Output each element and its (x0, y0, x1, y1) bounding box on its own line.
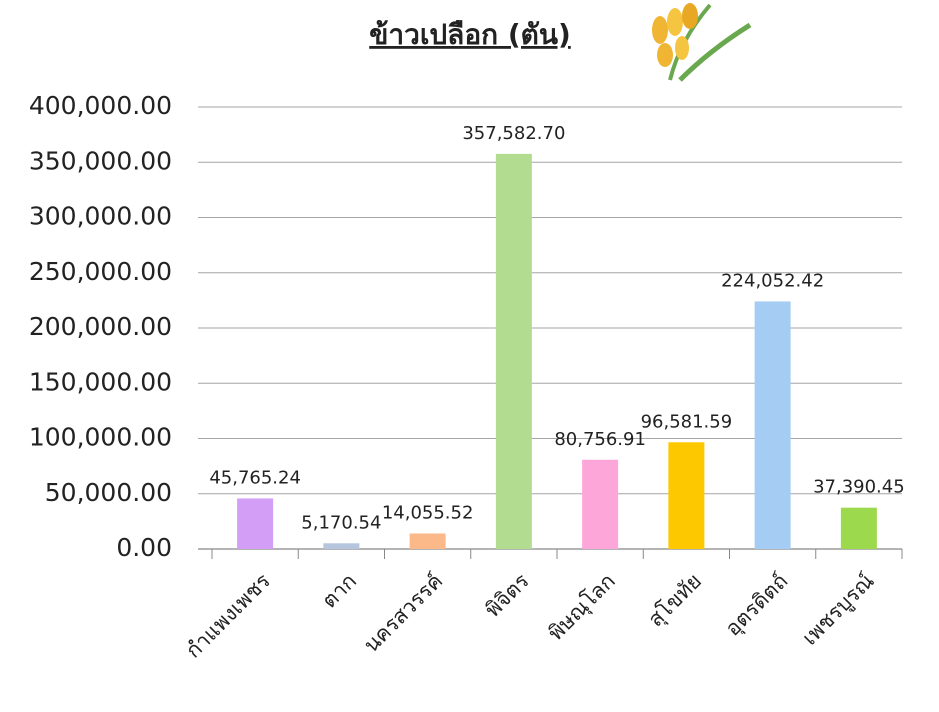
x-tick-label: ตาก (317, 569, 361, 613)
y-tick-label: 0.00 (116, 533, 172, 562)
x-tick-label: พิจิตร (481, 569, 534, 622)
y-tick-label: 50,000.00 (45, 478, 172, 507)
rice-icon (652, 3, 752, 82)
x-tick-label: กำแพงเพชร (181, 569, 275, 663)
y-tick-label: 250,000.00 (29, 257, 172, 286)
y-tick-label: 400,000.00 (29, 91, 172, 120)
value-label: 80,756.91 (554, 429, 646, 450)
y-tick-label: 200,000.00 (29, 312, 172, 341)
value-label: 224,052.42 (721, 270, 824, 291)
bar (840, 507, 877, 549)
bar (668, 442, 705, 549)
bar (754, 301, 791, 549)
value-label: 96,581.59 (641, 411, 733, 432)
y-tick-label: 100,000.00 (29, 423, 172, 452)
value-label: 45,765.24 (209, 467, 301, 488)
x-tick-label: นครสวรรค์ (359, 569, 447, 657)
y-tick-label: 150,000.00 (29, 367, 172, 396)
x-tick-label: อุตรดิตถ์ (721, 569, 794, 642)
bar (237, 498, 274, 549)
bar (409, 533, 446, 549)
x-tick-label: พิษณุโลก (544, 569, 621, 646)
bar (323, 543, 360, 549)
x-tick-label: เพชรบูรณ์ (798, 569, 880, 651)
bar (495, 153, 532, 550)
x-tick-label: สุโขทัย (643, 569, 706, 632)
y-tick-label: 300,000.00 (29, 202, 172, 231)
value-label: 357,582.70 (462, 123, 565, 144)
bar (582, 459, 619, 549)
value-label: 37,390.45 (813, 477, 905, 498)
value-label: 5,170.54 (301, 512, 381, 533)
y-tick-label: 350,000.00 (29, 146, 172, 175)
value-label: 14,055.52 (382, 502, 474, 523)
chart-title: ข้าวเปลือก (ตัน) (369, 18, 571, 51)
